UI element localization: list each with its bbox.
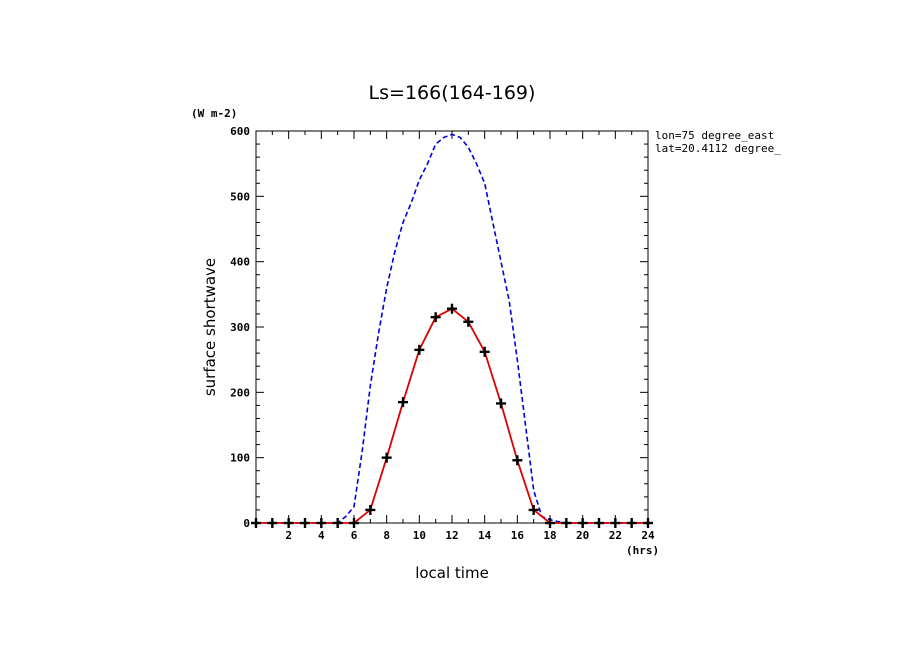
data-point-marker <box>251 518 261 528</box>
y-tick-label: 400 <box>230 256 250 269</box>
chart-title: Ls=166(164-169) <box>369 82 536 104</box>
data-point-marker <box>561 518 572 528</box>
data-point-marker <box>300 518 310 528</box>
x-tick-label: 22 <box>609 529 622 542</box>
x-tick-label: 2 <box>285 529 292 542</box>
data-point-marker <box>332 518 343 528</box>
data-point-marker <box>365 504 376 515</box>
data-point-marker <box>381 452 392 463</box>
data-point-marker <box>545 518 555 528</box>
data-point-marker <box>414 344 425 355</box>
x-tick-label: 18 <box>543 529 556 542</box>
x-tick-label: 20 <box>576 529 589 542</box>
annotation-lat: lat=20.4112 degree_ <box>655 142 781 155</box>
data-point-marker <box>479 346 490 357</box>
data-point-marker <box>349 518 359 528</box>
data-point-marker <box>610 518 621 528</box>
annotation-lon: lon=75 degree_east <box>655 129 774 142</box>
y-axis-label: surface shortwave <box>201 258 219 396</box>
data-point-marker <box>283 518 294 528</box>
y-tick-label: 0 <box>243 517 250 530</box>
x-unit-label: (hrs) <box>626 544 659 557</box>
x-tick-label: 4 <box>318 529 325 542</box>
data-point-marker <box>430 312 441 323</box>
data-point-marker <box>463 316 474 327</box>
y-unit-label: (W m-2) <box>191 107 237 120</box>
series-line-dashed <box>256 133 648 524</box>
x-tick-label: 10 <box>413 529 426 542</box>
series-line-solid <box>256 307 648 524</box>
data-point-marker <box>496 398 506 409</box>
y-tick-label: 600 <box>230 125 250 138</box>
x-tick-label: 8 <box>383 529 390 542</box>
data-point-marker <box>267 518 278 528</box>
plot-frame <box>255 130 649 524</box>
x-tick-label: 16 <box>511 529 525 542</box>
data-point-marker <box>316 518 327 528</box>
data-point-marker <box>577 518 588 528</box>
data-point-marker <box>528 504 539 515</box>
x-tick-label: 12 <box>445 529 458 542</box>
y-tick-label: 500 <box>230 190 250 203</box>
y-tick-label: 100 <box>230 452 250 465</box>
x-tick-label: 6 <box>351 529 358 542</box>
y-tick-label: 300 <box>230 321 250 334</box>
data-point-marker <box>643 518 653 528</box>
data-point-marker <box>512 455 523 466</box>
data-point-marker <box>447 303 457 314</box>
y-tick-label: 200 <box>230 386 250 399</box>
data-point-marker <box>594 518 604 528</box>
data-point-marker <box>398 397 408 408</box>
x-tick-label: 24 <box>641 529 655 542</box>
x-axis-label: local time <box>415 564 489 582</box>
data-point-marker <box>626 518 637 528</box>
x-tick-label: 14 <box>478 529 492 542</box>
